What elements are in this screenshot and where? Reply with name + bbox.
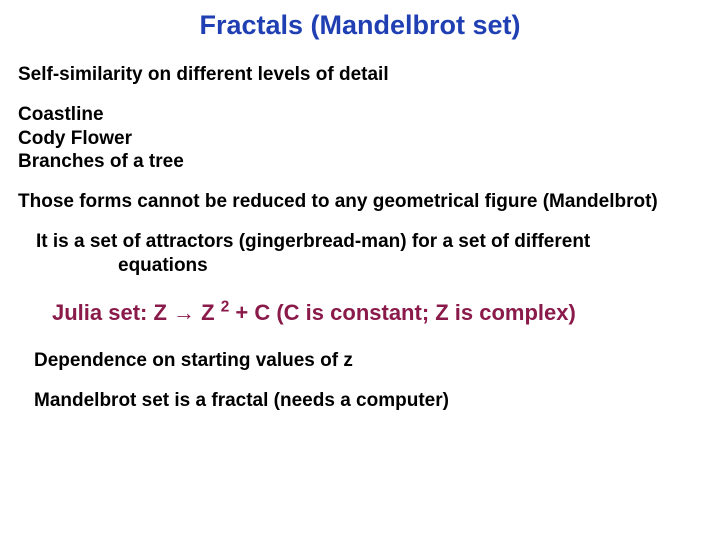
statement-attractors-line1: It is a set of attractors (gingerbread-m… — [18, 230, 720, 278]
final-text: Mandelbrot set is a fractal (needs a com… — [34, 389, 720, 413]
julia-label: Julia set: Z — [52, 300, 173, 325]
statement-geometry-text: Those forms cannot be reduced to any geo… — [18, 190, 720, 214]
examples-block: Coastline Cody Flower Branches of a tree — [0, 103, 720, 174]
statement-geometry: Those forms cannot be reduced to any geo… — [0, 190, 720, 214]
arrow-icon: → — [173, 300, 195, 325]
julia-set-formula: Julia set: Z → Z 2 + C (C is constant; Z… — [52, 300, 576, 325]
slide-title: Fractals (Mandelbrot set) — [0, 0, 720, 41]
subtitle-block: Self-similarity on different levels of d… — [0, 63, 720, 87]
slide: Fractals (Mandelbrot set) Self-similarit… — [0, 0, 720, 540]
statement-attractors-text-a: It is a set of attractors (gingerbread-m… — [36, 231, 590, 252]
julia-after-arrow: Z — [195, 300, 221, 325]
dependence-text: Dependence on starting values of z — [34, 349, 720, 373]
julia-tail: + C (C is constant; Z is complex) — [229, 300, 576, 325]
dependence-block: Dependence on starting values of z — [0, 349, 720, 373]
example-branches: Branches of a tree — [18, 150, 720, 174]
example-coastline: Coastline — [18, 103, 720, 127]
julia-set-block: Julia set: Z → Z 2 + C (C is constant; Z… — [0, 299, 720, 327]
example-cody-flower: Cody Flower — [18, 127, 720, 151]
statement-attractors: It is a set of attractors (gingerbread-m… — [0, 230, 720, 278]
julia-exponent: 2 — [221, 299, 230, 316]
statement-attractors-text-b: equations — [118, 255, 208, 276]
final-block: Mandelbrot set is a fractal (needs a com… — [0, 389, 720, 413]
subtitle: Self-similarity on different levels of d… — [18, 63, 720, 87]
